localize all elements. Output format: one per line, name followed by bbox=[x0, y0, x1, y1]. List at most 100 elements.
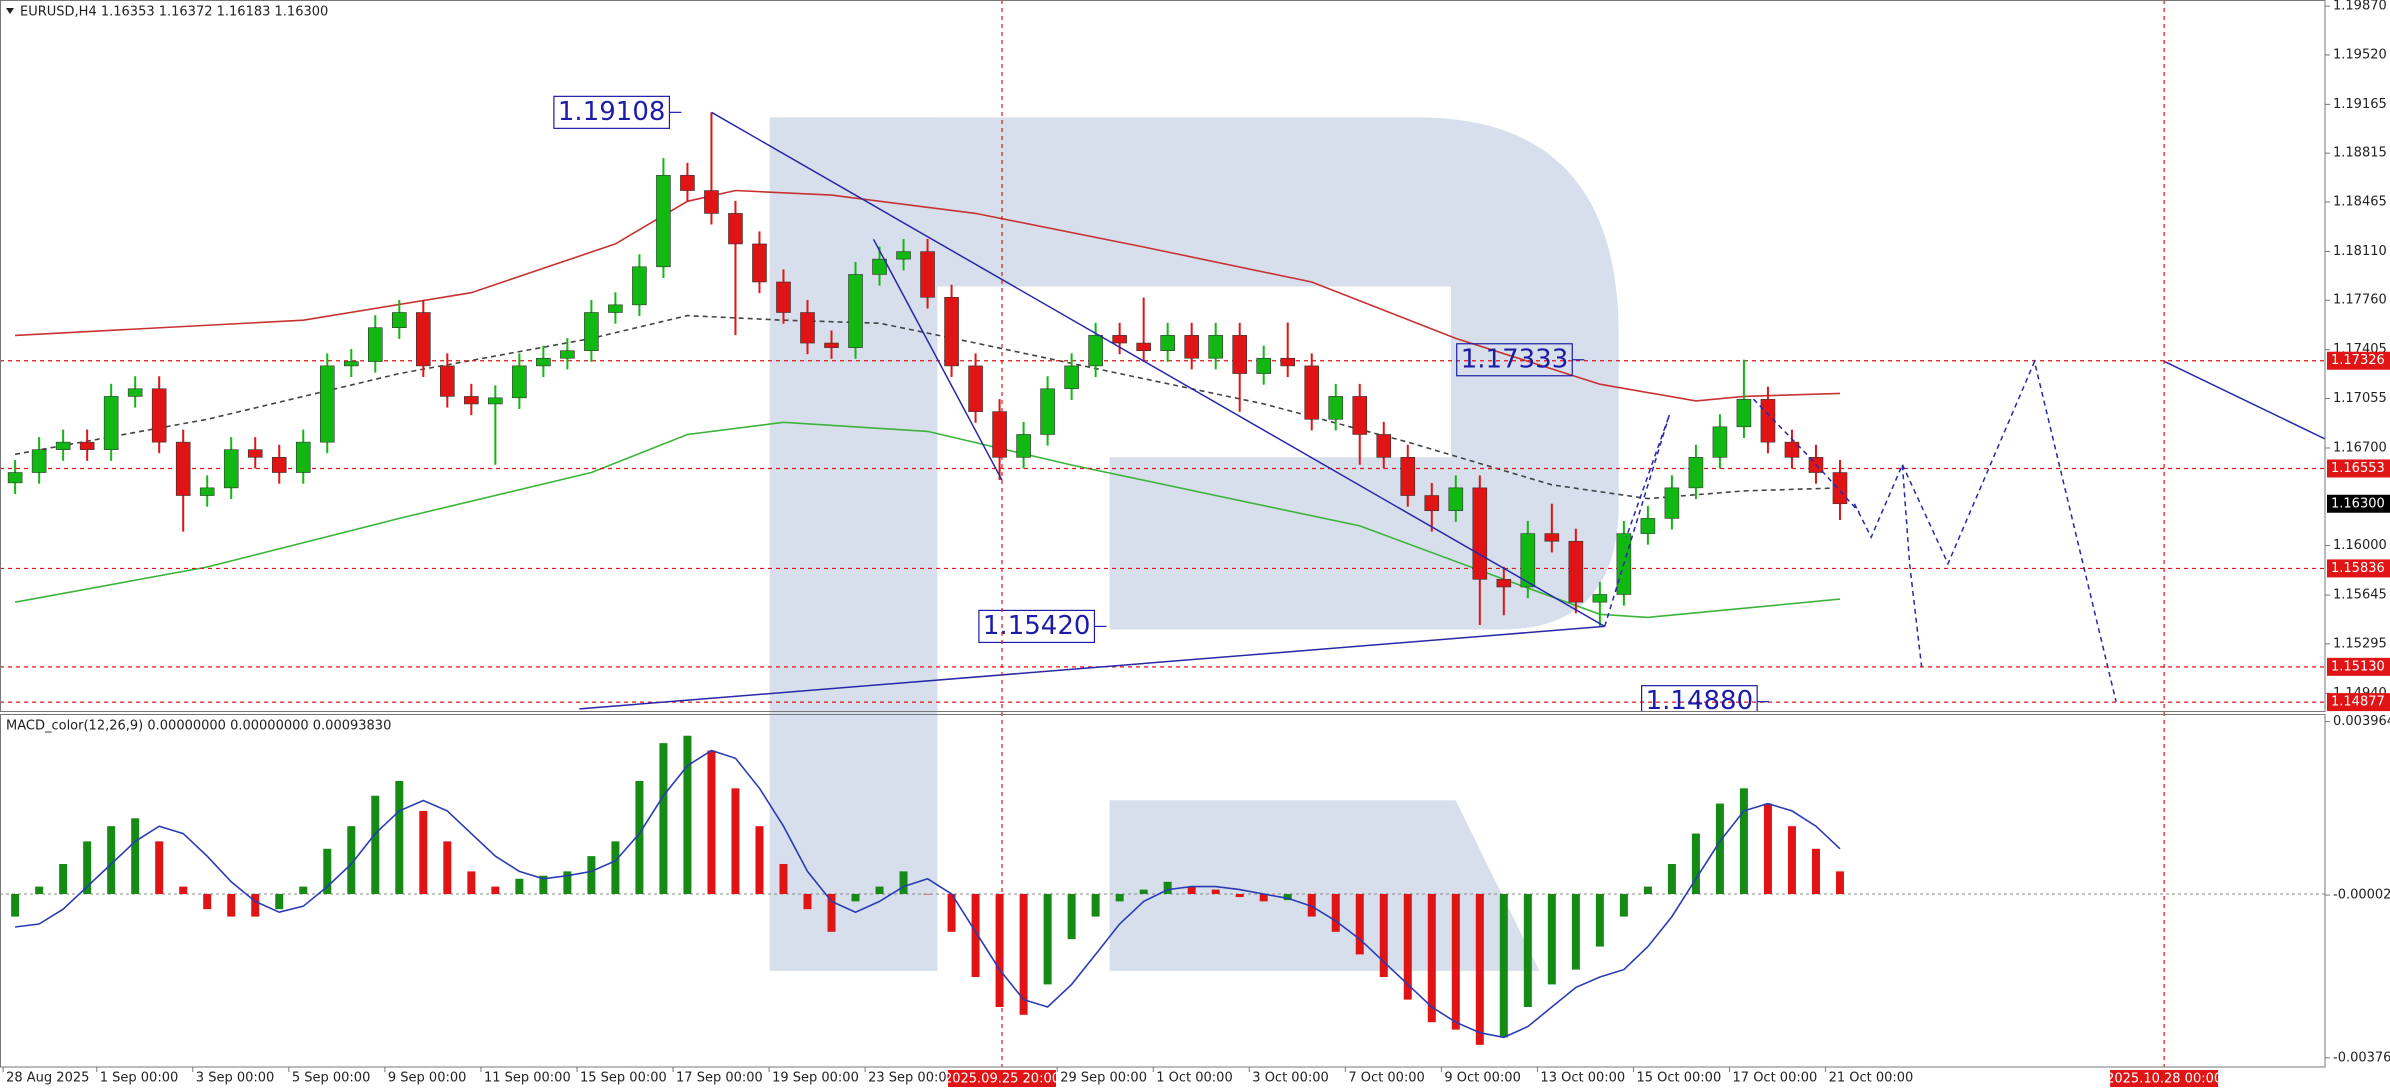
level-label: 1.17326 bbox=[2331, 353, 2385, 368]
macd-bar bbox=[59, 863, 68, 894]
macd-bar bbox=[563, 871, 572, 894]
macd-bar bbox=[1187, 886, 1196, 894]
y-tick-label: 1.17760 bbox=[2333, 293, 2387, 308]
level-label-box bbox=[2327, 559, 2390, 578]
logo-stem bbox=[769, 117, 938, 971]
macd-bar bbox=[683, 735, 692, 894]
candle-body bbox=[1376, 434, 1392, 458]
macd-bar bbox=[299, 886, 308, 894]
macd-bar bbox=[1307, 893, 1316, 917]
price-header: EURUSD,H4 1.16353 1.16372 1.16183 1.1630… bbox=[20, 5, 328, 20]
candle-body bbox=[920, 251, 935, 298]
x-tick-label: 19 Sep 00:00 bbox=[772, 1071, 859, 1086]
macd-bar bbox=[1091, 893, 1100, 917]
macd-bar bbox=[1571, 893, 1580, 970]
macd-bar bbox=[491, 886, 500, 894]
candle-body bbox=[1544, 533, 1560, 542]
x-tick-label: 17 Sep 00:00 bbox=[676, 1071, 763, 1086]
candle-body bbox=[1472, 487, 1488, 580]
y-tick-label: 1.18110 bbox=[2333, 244, 2387, 259]
macd-bar bbox=[1427, 893, 1436, 1023]
candle-body bbox=[1736, 399, 1752, 428]
candle-body bbox=[1496, 579, 1512, 588]
macd-bar bbox=[707, 750, 716, 894]
macd-panel bbox=[0, 735, 2325, 1045]
candle-body bbox=[488, 397, 503, 405]
macd-bar bbox=[35, 886, 44, 894]
macd-bar bbox=[1739, 788, 1748, 894]
macd-bar bbox=[1499, 893, 1508, 1038]
macd-bar bbox=[779, 863, 788, 894]
candle-body bbox=[1016, 434, 1031, 458]
x-tick-label: 1 Oct 00:00 bbox=[1156, 1071, 1232, 1086]
highlight-label-box bbox=[947, 1070, 1056, 1087]
level-label: 1.15836 bbox=[2331, 561, 2385, 576]
y-tick-label: 1.19520 bbox=[2333, 47, 2387, 62]
candle-body bbox=[1568, 540, 1584, 603]
macd-bar bbox=[107, 826, 116, 894]
candle-body bbox=[1448, 487, 1464, 512]
candle-body bbox=[872, 258, 887, 275]
macd-bar bbox=[131, 818, 140, 894]
trend-drawing bbox=[872, 238, 1003, 481]
candle-body bbox=[79, 441, 95, 450]
macd-bar bbox=[1475, 893, 1484, 1045]
price-annotation: 1.15420 bbox=[983, 611, 1091, 641]
level-label: 1.14877 bbox=[2331, 695, 2385, 710]
macd-bar bbox=[179, 886, 188, 894]
macd-bar bbox=[1451, 893, 1460, 1030]
x-tick-label: 9 Sep 00:00 bbox=[388, 1071, 467, 1086]
candle-body bbox=[1592, 594, 1608, 603]
y-tick-label: 1.17055 bbox=[2333, 391, 2387, 406]
candle-body bbox=[1640, 518, 1656, 534]
price-frame bbox=[0, 0, 2326, 712]
macd-bar bbox=[1043, 893, 1052, 985]
x-tick-label: 3 Sep 00:00 bbox=[196, 1071, 275, 1086]
macd-bar bbox=[83, 841, 92, 894]
highlight-label: 2025.10.28 00:00 bbox=[2106, 1072, 2222, 1087]
macd-bar bbox=[803, 893, 812, 910]
x-tick-label: 21 Oct 00:00 bbox=[1829, 1071, 1914, 1086]
candle-body bbox=[1424, 495, 1440, 512]
macd-bar bbox=[731, 788, 740, 894]
candle-body bbox=[1352, 396, 1368, 435]
candle-body bbox=[656, 175, 671, 268]
macd-bar bbox=[323, 848, 332, 894]
macd-bar bbox=[1019, 893, 1028, 1015]
candle-body bbox=[367, 327, 383, 362]
candle-body bbox=[1136, 342, 1151, 352]
macd-bar bbox=[395, 780, 404, 894]
x-tick-label: 7 Oct 00:00 bbox=[1348, 1071, 1424, 1086]
macd-bar bbox=[755, 826, 764, 894]
macd-bar bbox=[1403, 893, 1412, 1000]
logo-bowl bbox=[937, 117, 1619, 630]
macd-bar bbox=[971, 893, 980, 978]
trend-drawing bbox=[1603, 414, 1671, 627]
macd-bar bbox=[11, 893, 20, 917]
trend-drawing bbox=[579, 625, 1605, 710]
macd-bar bbox=[467, 871, 476, 894]
macd-bar bbox=[539, 875, 548, 894]
candle-body bbox=[896, 251, 911, 260]
level-label-box bbox=[2327, 459, 2390, 478]
candle-body bbox=[127, 388, 143, 397]
candle-body bbox=[151, 388, 167, 443]
candle-body bbox=[392, 312, 407, 329]
candle-body bbox=[7, 472, 23, 484]
candle-body bbox=[1064, 365, 1079, 390]
macd-bar bbox=[1715, 803, 1724, 894]
candle-body bbox=[1256, 357, 1272, 374]
candle-body bbox=[1184, 335, 1199, 359]
x-tick-label: 17 Oct 00:00 bbox=[1733, 1071, 1818, 1086]
macd-bar bbox=[611, 841, 620, 894]
macd-bar bbox=[1163, 881, 1172, 894]
candle-body bbox=[1784, 441, 1800, 458]
trend-drawing bbox=[711, 111, 1606, 628]
macd-header: MACD_color(12,26,9) 0.00000000 0.0000000… bbox=[6, 719, 391, 734]
x-tick-label: 15 Oct 00:00 bbox=[1636, 1071, 1721, 1086]
candle-body bbox=[632, 266, 647, 306]
level-label-box bbox=[2327, 693, 2390, 712]
candle-body bbox=[247, 449, 263, 458]
candle-body bbox=[1232, 335, 1247, 374]
macd-bar bbox=[1235, 893, 1244, 898]
